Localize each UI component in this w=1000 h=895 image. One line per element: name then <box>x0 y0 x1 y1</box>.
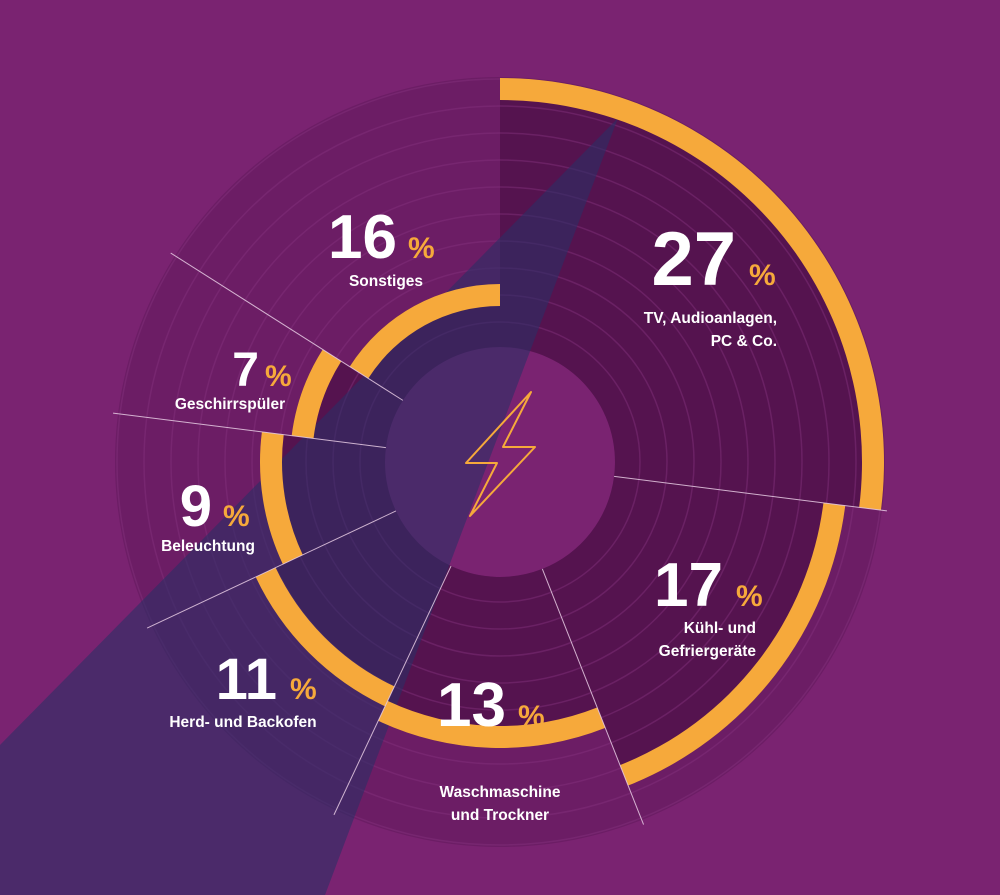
slice-4-percent-sign: % <box>223 500 250 533</box>
separator-line-0 <box>614 475 887 512</box>
separator-line-1 <box>541 568 645 825</box>
slice-2-orange-arc <box>378 700 606 749</box>
lightning-bolt-icon <box>465 391 536 517</box>
separator-line-2 <box>333 565 452 816</box>
slice-1-segment <box>542 476 846 786</box>
slice-5-orange-arc <box>291 349 342 439</box>
slice-separators <box>113 252 887 825</box>
slice-2-label-line-1: und Trockner <box>451 807 549 824</box>
slice-1-label-line-0: Kühl- und <box>684 620 756 637</box>
slice-6-orange-arc <box>349 284 500 379</box>
separator-line-4 <box>113 412 386 449</box>
slice-1-percent-sign: % <box>736 580 763 613</box>
slice-5-value: 7 <box>232 344 259 397</box>
light-beam <box>0 118 618 895</box>
slice-3-percent-sign: % <box>290 673 317 706</box>
slice-labels: 27 % TV, Audioanlagen, PC & Co. 17 % Kühl- und… <box>161 203 777 824</box>
slice-arcs <box>255 78 884 786</box>
slice-0-value: 27 <box>651 217 736 302</box>
concentric-ring <box>170 132 830 792</box>
slice-6-value: 16 <box>328 203 397 272</box>
slice-5-percent-sign: % <box>265 360 292 393</box>
slice-3-orange-arc <box>255 567 395 707</box>
slice-3-value: 11 <box>216 647 277 712</box>
slice-4-label-line-0: Beleuchtung <box>161 538 255 555</box>
slice-5-label-line-0: Geschirrspüler <box>175 396 285 413</box>
slice-2-segment <box>378 566 606 749</box>
slice-3-label-line-0: Herd- und Backofen <box>169 714 316 731</box>
slice-1-label-line-1: Gefriergeräte <box>659 643 757 660</box>
slice-2-label-line-0: Waschmaschine <box>440 784 561 801</box>
slice-2-value: 13 <box>437 671 506 740</box>
separator-line-3 <box>146 510 397 629</box>
slice-4-orange-arc <box>259 431 303 565</box>
concentric-ring <box>143 105 857 819</box>
slice-0-label-line-1: PC & Co. <box>711 333 777 350</box>
concentric-ring <box>197 159 803 765</box>
slice-2-percent-sign: % <box>518 700 545 733</box>
slice-0-label-line-0: TV, Audioanlagen, <box>644 310 777 327</box>
slice-0-segment <box>500 78 884 511</box>
slice-1-orange-arc <box>620 502 846 786</box>
slice-4-value: 9 <box>180 474 212 539</box>
concentric-ring <box>251 213 749 711</box>
slice-0-percent-sign: % <box>749 259 776 292</box>
separator-line-5 <box>170 252 404 401</box>
slice-6-percent-sign: % <box>408 232 435 265</box>
slice-6-label-line-0: Sonstiges <box>349 273 423 290</box>
slice-1-value: 17 <box>654 551 723 620</box>
